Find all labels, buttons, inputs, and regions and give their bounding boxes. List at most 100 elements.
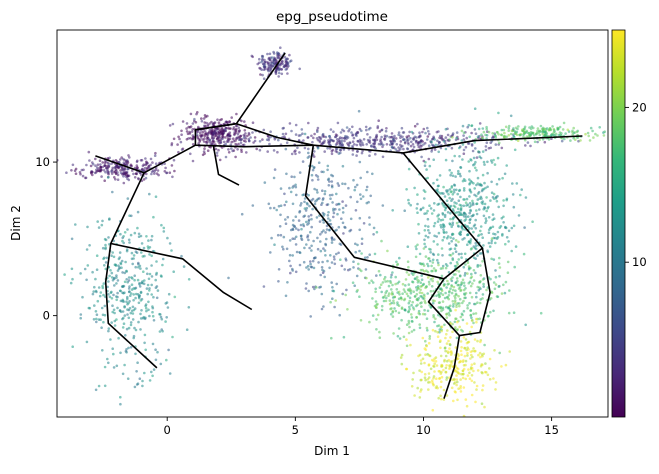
data-point: [363, 256, 367, 260]
data-point: [159, 362, 163, 366]
data-point: [416, 122, 419, 126]
data-point: [447, 242, 451, 245]
data-point: [112, 366, 116, 369]
data-point: [208, 138, 212, 142]
data-point: [79, 272, 82, 275]
data-point: [139, 173, 143, 176]
data-point: [427, 363, 431, 366]
data-point: [407, 321, 411, 325]
data-point: [230, 140, 233, 144]
data-point: [487, 130, 491, 134]
data-point: [191, 143, 195, 146]
data-point: [351, 148, 355, 152]
data-point: [244, 132, 247, 135]
data-point: [387, 284, 391, 288]
data-point: [444, 206, 447, 209]
data-point: [283, 64, 286, 68]
data-point: [294, 149, 297, 152]
data-point: [480, 133, 483, 136]
data-point: [390, 301, 394, 305]
data-point: [507, 240, 510, 243]
colorbar-gradient: [611, 29, 626, 418]
data-point: [472, 369, 475, 373]
data-point: [151, 374, 154, 378]
data-point: [127, 316, 131, 320]
data-point: [505, 164, 509, 167]
data-point: [123, 363, 126, 367]
data-point: [484, 145, 488, 148]
data-point: [109, 269, 112, 272]
data-point: [332, 289, 336, 293]
data-point: [421, 283, 425, 287]
data-point: [193, 117, 196, 121]
data-point: [92, 318, 96, 321]
data-point: [63, 273, 66, 276]
data-point: [228, 137, 232, 141]
data-point: [86, 264, 90, 267]
data-point: [421, 312, 425, 316]
data-point: [285, 247, 289, 251]
data-point: [316, 191, 319, 194]
data-point: [166, 236, 169, 240]
data-point: [321, 133, 325, 137]
data-point: [358, 216, 362, 220]
data-point: [466, 261, 470, 265]
data-point: [306, 235, 309, 239]
data-point: [119, 395, 122, 399]
data-point: [412, 290, 416, 294]
data-point: [121, 239, 124, 243]
data-point: [133, 166, 137, 170]
data-point: [126, 280, 129, 284]
data-point: [458, 274, 462, 278]
data-point: [451, 136, 454, 139]
data-point: [265, 138, 269, 141]
data-point: [451, 193, 455, 196]
data-point: [144, 306, 148, 310]
data-point: [129, 292, 133, 295]
data-point: [480, 233, 483, 236]
data-point: [490, 191, 494, 194]
data-point: [474, 244, 478, 248]
data-point: [517, 214, 521, 217]
data-point: [440, 380, 443, 384]
data-point: [417, 222, 420, 226]
data-point: [336, 182, 340, 185]
data-point: [457, 199, 461, 202]
data-point: [327, 217, 330, 220]
data-point: [458, 155, 461, 158]
data-point: [492, 258, 496, 261]
data-point: [454, 391, 457, 394]
data-point: [289, 271, 292, 275]
data-point: [150, 283, 153, 287]
data-point: [375, 328, 378, 331]
data-point: [276, 233, 280, 237]
data-point: [113, 284, 116, 287]
data-point: [358, 138, 362, 142]
data-point: [147, 300, 150, 304]
data-point: [340, 141, 344, 145]
data-point: [291, 202, 295, 206]
data-point: [431, 408, 435, 412]
data-point: [454, 368, 457, 372]
data-point: [460, 139, 464, 142]
data-point: [444, 158, 448, 162]
data-point: [313, 166, 316, 169]
data-point: [507, 311, 511, 315]
data-point: [430, 148, 434, 151]
data-point: [461, 278, 465, 282]
data-point: [504, 125, 508, 129]
data-point: [331, 193, 334, 197]
data-point: [370, 279, 373, 283]
data-point: [319, 249, 323, 253]
data-point: [316, 197, 320, 201]
data-point: [229, 143, 233, 146]
data-point: [239, 134, 242, 138]
data-point: [298, 209, 302, 213]
data-point: [294, 243, 298, 246]
data-point: [520, 188, 523, 191]
data-point: [307, 219, 311, 223]
data-point: [428, 164, 432, 168]
data-point: [539, 124, 543, 128]
data-point: [165, 316, 168, 319]
data-point: [426, 135, 430, 138]
